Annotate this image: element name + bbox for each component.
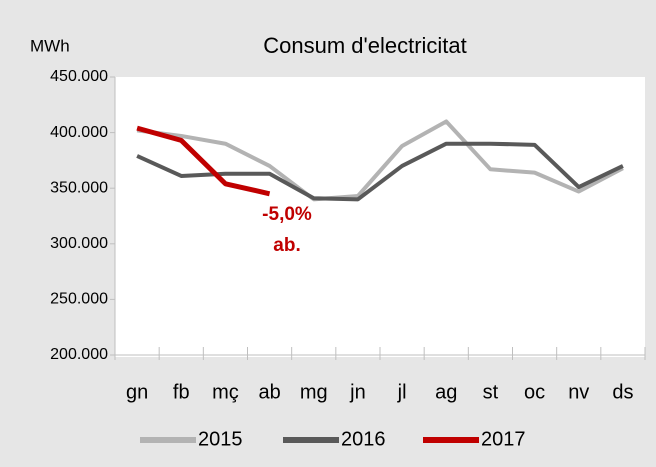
x-tick-label: jl xyxy=(397,381,407,403)
x-tick-label: ag xyxy=(435,381,457,403)
annotation: ab. xyxy=(273,235,300,256)
x-tick-label: ds xyxy=(612,381,633,403)
plot-area xyxy=(115,77,645,357)
y-tick-label: 250.000 xyxy=(50,291,108,308)
annotation: -5,0% xyxy=(262,204,312,225)
y-tick-label: 350.000 xyxy=(50,179,108,196)
x-tick-label: fb xyxy=(173,381,190,403)
legend-label: 2017 xyxy=(481,428,526,450)
y-tick-label: 200.000 xyxy=(50,346,108,363)
x-tick-label: jn xyxy=(349,381,366,403)
x-tick-label: mg xyxy=(300,381,328,403)
chart-title: Consum d'electricitat xyxy=(263,33,467,58)
x-tick-label: ab xyxy=(258,381,280,403)
x-tick-label: gn xyxy=(126,381,148,403)
x-tick-label: nv xyxy=(568,381,589,403)
x-tick-label: mç xyxy=(212,381,239,403)
x-tick-label: oc xyxy=(524,381,545,403)
y-tick-label: 450.000 xyxy=(50,68,108,85)
line-series xyxy=(136,119,624,202)
y-axis-label: MWh xyxy=(30,36,70,55)
legend-label: 2016 xyxy=(341,428,386,450)
legend-label: 2015 xyxy=(198,428,243,450)
y-tick-label: 400.000 xyxy=(50,124,108,141)
y-tick-label: 300.000 xyxy=(50,235,108,252)
x-tick-label: st xyxy=(483,381,499,403)
line-series xyxy=(136,125,271,197)
